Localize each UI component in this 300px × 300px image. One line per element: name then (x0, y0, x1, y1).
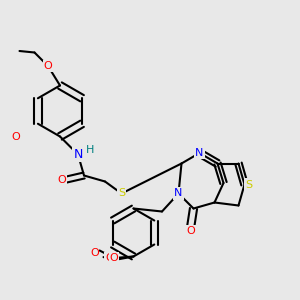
Text: O: O (90, 248, 99, 259)
Text: S: S (118, 188, 125, 199)
Text: O: O (186, 226, 195, 236)
Text: O: O (110, 253, 118, 263)
Text: O: O (11, 131, 20, 142)
Text: O: O (44, 61, 52, 71)
Text: N: N (73, 148, 83, 161)
Text: H: H (86, 145, 94, 155)
Text: N: N (174, 188, 183, 199)
Text: O: O (57, 175, 66, 185)
Text: S: S (245, 179, 253, 190)
Text: N: N (195, 148, 204, 158)
Text: O: O (105, 253, 114, 263)
